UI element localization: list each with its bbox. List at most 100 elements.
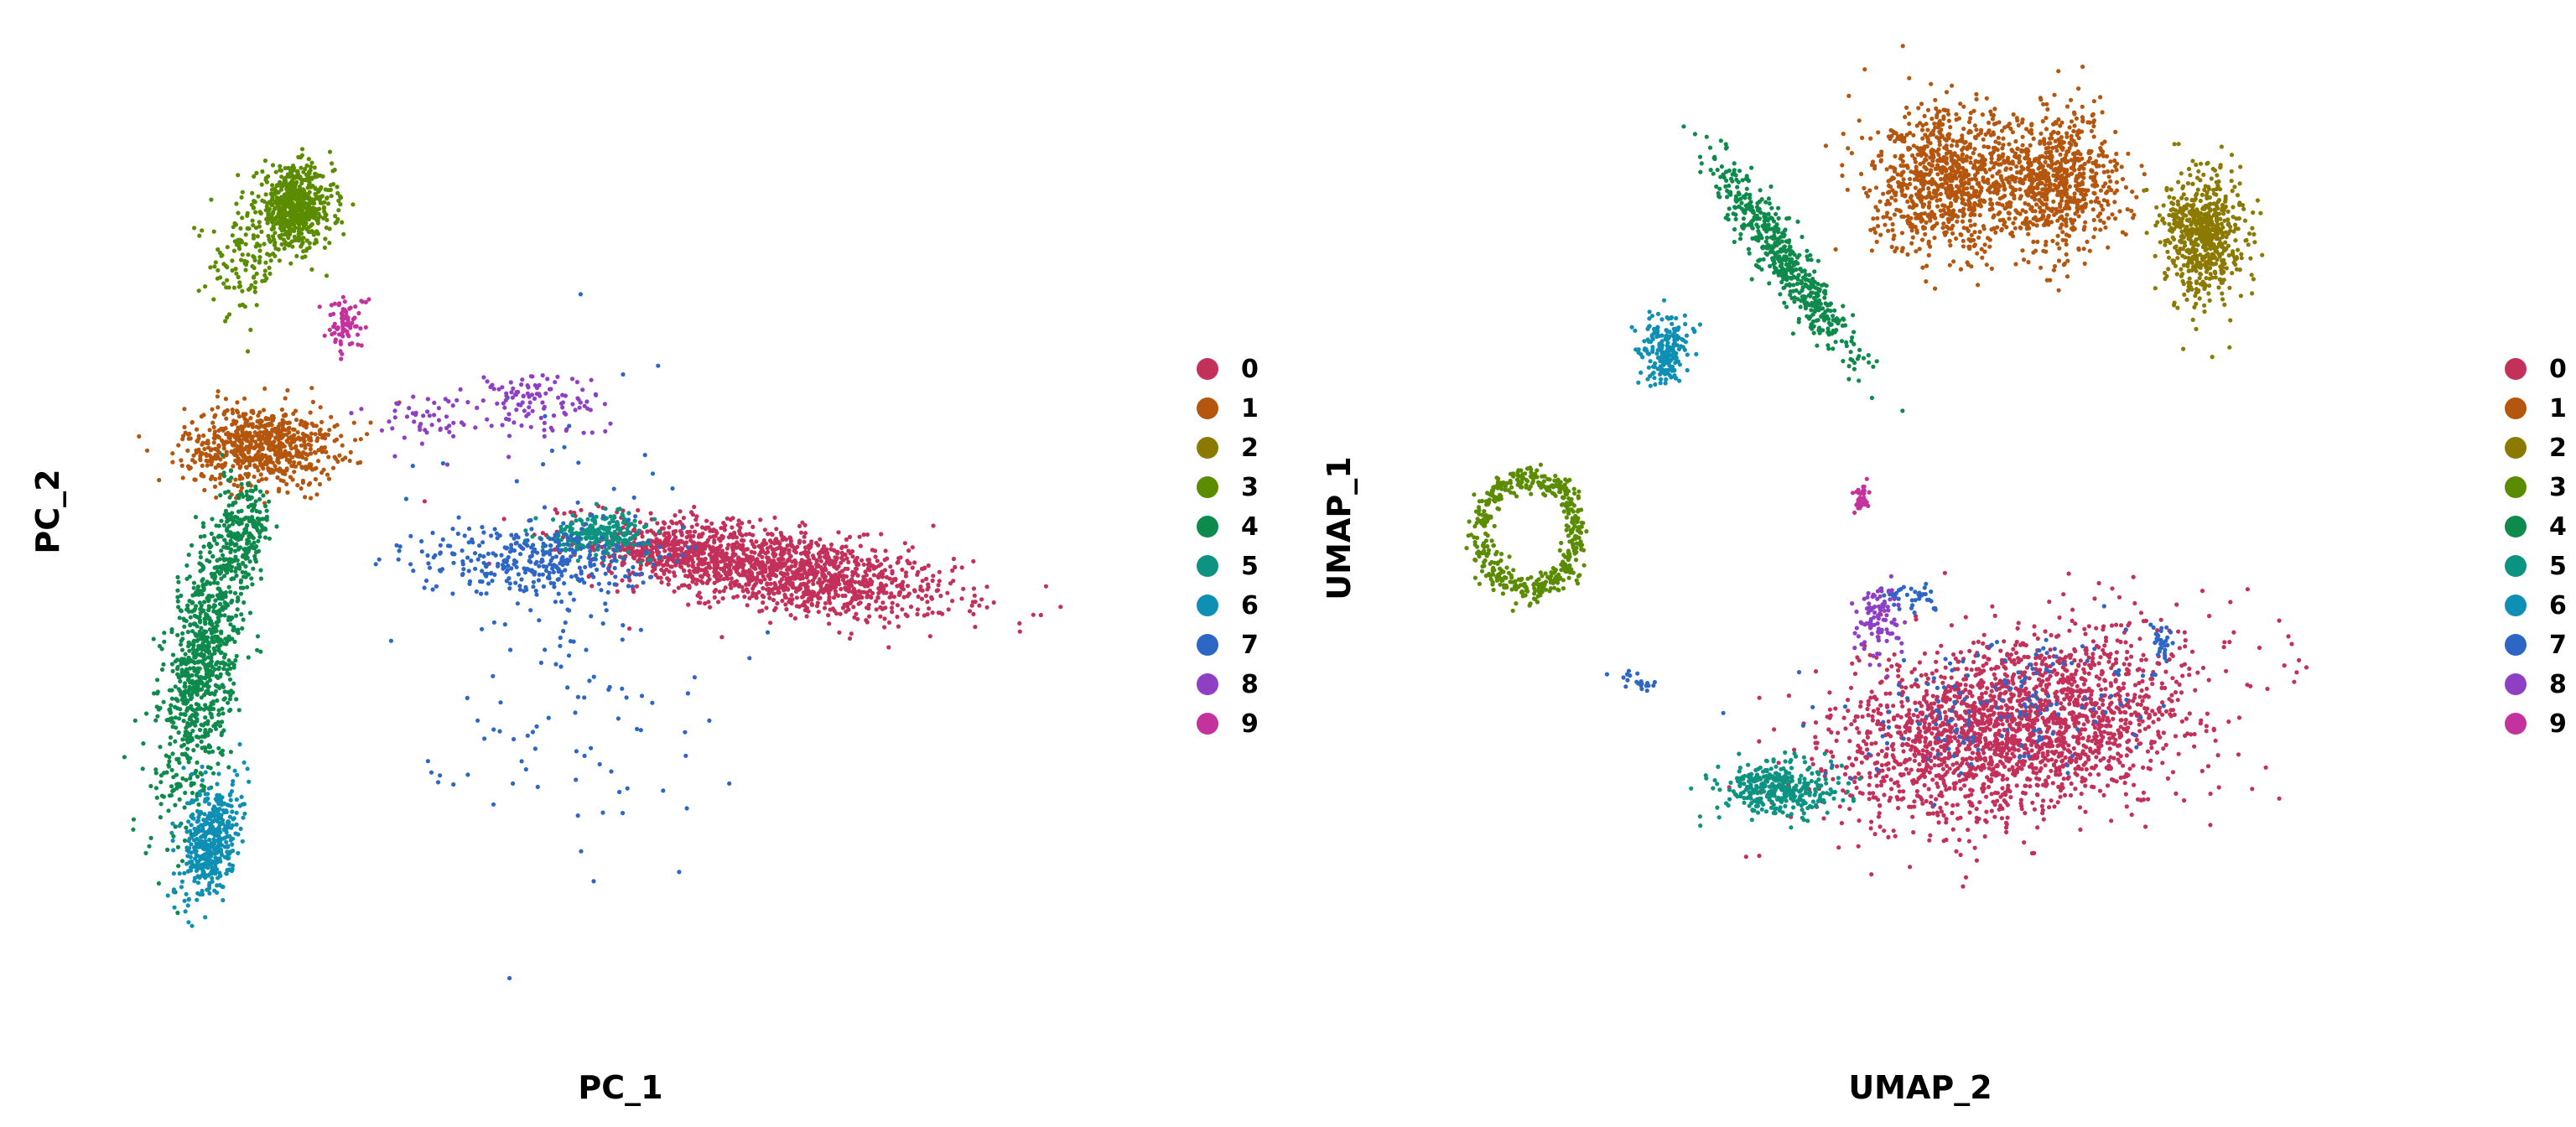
point-cluster-3 — [216, 247, 221, 252]
point-cluster-4 — [240, 560, 246, 566]
point-cluster-0 — [791, 544, 796, 549]
point-cluster-0 — [732, 583, 737, 588]
point-cluster-6 — [200, 777, 205, 783]
point-cluster-0 — [831, 584, 836, 589]
point-cluster-1 — [288, 434, 293, 439]
point-cluster-3 — [267, 239, 273, 244]
point-cluster-3 — [243, 232, 248, 237]
point-cluster-4 — [199, 562, 204, 567]
point-cluster-4 — [200, 641, 205, 646]
point-cluster-0 — [782, 574, 787, 579]
point-cluster-4 — [181, 719, 186, 724]
point-cluster-6 — [226, 855, 231, 860]
point-cluster-0 — [650, 550, 655, 555]
point-cluster-6 — [210, 824, 216, 829]
point-cluster-0 — [814, 558, 819, 564]
point-cluster-3 — [289, 169, 294, 174]
point-cluster-3 — [289, 180, 294, 185]
point-cluster-0 — [754, 577, 759, 582]
point-cluster-5 — [570, 512, 575, 518]
point-cluster-4 — [221, 661, 226, 666]
point-cluster-0 — [684, 550, 689, 555]
point-cluster-3 — [308, 168, 313, 173]
point-cluster-1 — [285, 387, 290, 393]
point-cluster-0 — [849, 631, 854, 636]
point-cluster-0 — [838, 611, 843, 616]
point-cluster-0 — [700, 531, 705, 536]
point-cluster-6 — [215, 782, 220, 787]
point-cluster-4 — [236, 631, 241, 636]
point-cluster-6 — [202, 861, 207, 866]
point-cluster-0 — [756, 589, 761, 595]
point-cluster-0 — [927, 606, 932, 611]
point-cluster-1 — [313, 432, 318, 437]
point-cluster-0 — [762, 527, 768, 532]
point-cluster-1 — [179, 463, 184, 469]
point-cluster-4 — [183, 701, 189, 706]
point-cluster-3 — [257, 220, 262, 225]
point-cluster-1 — [332, 454, 337, 460]
point-cluster-4 — [161, 699, 166, 704]
point-cluster-0 — [694, 514, 699, 519]
point-cluster-6 — [214, 830, 219, 835]
point-cluster-4 — [184, 576, 190, 581]
point-cluster-4 — [177, 797, 182, 802]
point-cluster-4 — [175, 844, 180, 849]
point-cluster-6 — [230, 782, 235, 787]
point-cluster-4 — [195, 760, 200, 766]
point-cluster-4 — [212, 576, 217, 582]
point-cluster-0 — [638, 566, 643, 571]
point-cluster-0 — [816, 610, 821, 615]
point-cluster-1 — [199, 414, 204, 419]
point-cluster-0 — [969, 603, 974, 608]
point-cluster-4 — [182, 838, 188, 844]
point-cluster-0 — [730, 525, 735, 530]
point-cluster-4 — [219, 650, 224, 655]
point-cluster-0 — [951, 556, 956, 562]
point-cluster-0 — [767, 590, 772, 595]
point-cluster-6 — [205, 792, 210, 797]
point-cluster-6 — [200, 764, 205, 770]
point-cluster-1 — [292, 470, 297, 475]
point-cluster-6 — [169, 830, 174, 835]
point-cluster-6 — [195, 897, 200, 902]
point-cluster-0 — [722, 527, 727, 532]
point-cluster-0 — [683, 543, 688, 548]
point-cluster-0 — [804, 553, 810, 558]
point-cluster-6 — [171, 887, 176, 892]
point-cluster-4 — [184, 730, 190, 735]
point-cluster-0 — [765, 582, 770, 587]
point-cluster-1 — [207, 428, 212, 433]
point-cluster-3 — [253, 244, 258, 249]
point-cluster-0 — [674, 521, 679, 526]
point-cluster-0 — [678, 509, 683, 514]
point-cluster-3 — [309, 221, 314, 226]
point-cluster-3 — [270, 183, 275, 188]
point-cluster-0 — [676, 585, 681, 590]
point-cluster-4 — [258, 649, 263, 654]
point-cluster-4 — [177, 615, 182, 621]
point-cluster-4 — [210, 553, 216, 558]
point-cluster-0 — [826, 613, 831, 618]
point-cluster-0 — [761, 540, 766, 545]
point-cluster-1 — [259, 423, 264, 428]
point-cluster-4 — [210, 621, 215, 626]
point-cluster-1 — [260, 465, 265, 470]
point-cluster-1 — [301, 435, 307, 440]
point-cluster-0 — [794, 586, 800, 591]
point-cluster-6 — [194, 832, 199, 837]
point-cluster-0 — [671, 532, 676, 537]
point-cluster-4 — [168, 741, 173, 746]
point-cluster-4 — [228, 589, 233, 595]
point-cluster-3 — [308, 177, 313, 182]
point-cluster-4 — [169, 716, 174, 721]
point-cluster-6 — [221, 885, 226, 890]
point-cluster-3 — [285, 191, 290, 196]
point-cluster-0 — [852, 615, 857, 620]
point-cluster-0 — [920, 579, 925, 584]
point-cluster-4 — [220, 606, 225, 611]
point-cluster-0 — [778, 565, 783, 570]
point-cluster-0 — [720, 596, 725, 601]
point-cluster-1 — [252, 430, 257, 435]
point-cluster-1 — [305, 434, 310, 439]
